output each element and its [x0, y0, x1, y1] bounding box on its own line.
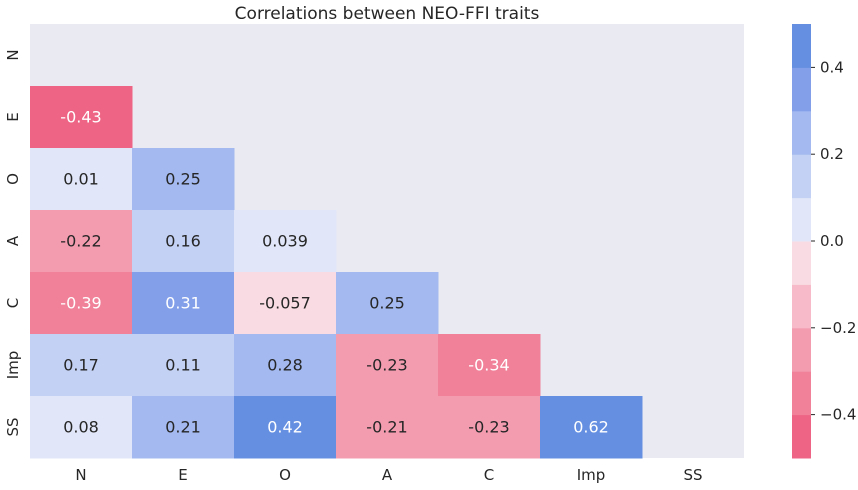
heatmap-cell-C-O	[234, 272, 337, 335]
y-tick-C: C	[4, 298, 22, 308]
heatmap-cell-C-A	[336, 272, 439, 335]
heatmap-cell-SS-E	[132, 396, 235, 459]
x-tick-SS: SS	[683, 466, 702, 484]
colorbar-segment-2	[792, 327, 811, 372]
cell-value-SS-N: 0.08	[63, 418, 99, 437]
cell-value-A-N: -0.22	[60, 232, 101, 251]
colorbar-tick-labels: −0.4 −0.2 0.0 0.2 0.4	[811, 58, 856, 424]
cell-value-C-E: 0.31	[165, 294, 201, 313]
colorbar-segment-3	[792, 284, 811, 329]
x-tick-O: O	[279, 466, 291, 484]
heatmap-cell-SS-O	[234, 396, 337, 459]
heatmap-cell-C-N	[30, 272, 133, 335]
y-tick-N: N	[4, 49, 22, 60]
cell-value-E-N: -0.43	[60, 108, 101, 127]
colorbar-tick-label-0: −0.4	[820, 406, 856, 424]
heatmap-cell-C-E	[132, 272, 235, 335]
heatmap-cell-SS-A	[336, 396, 439, 459]
cell-value-C-A: 0.25	[369, 294, 405, 313]
y-tick-labels: N E O A C Imp SS	[4, 49, 22, 436]
x-tick-labels: N E O A C Imp SS	[75, 466, 702, 484]
heatmap-cell-SS-Imp	[540, 396, 643, 459]
x-tick-N: N	[75, 466, 86, 484]
colorbar-segment-6	[792, 154, 811, 199]
colorbar-segment-4	[792, 241, 811, 285]
y-tick-O: O	[4, 173, 22, 185]
colorbar-segment-1	[792, 371, 811, 416]
heatmap-cell-A-O	[234, 210, 337, 273]
colorbar-segment-8	[792, 67, 811, 112]
cell-value-C-N: -0.39	[60, 294, 101, 313]
cell-value-SS-A: -0.21	[366, 418, 407, 437]
heatmap-cell-Imp-N	[30, 334, 133, 397]
cell-value-Imp-A: -0.23	[366, 356, 407, 375]
heatmap-cell-Imp-A	[336, 334, 439, 397]
x-tick-E: E	[178, 466, 187, 484]
heatmap-cell-labels: -0.43 0.01 0.25 -0.22 0.16 0.039 -0.39 0.31 -0.0…	[60, 108, 609, 437]
cell-value-SS-O: 0.42	[267, 418, 303, 437]
heatmap-cell-O-N	[30, 148, 133, 211]
colorbar-tick-label-2: 0.0	[820, 232, 844, 250]
cell-value-A-E: 0.16	[165, 232, 201, 251]
x-tick-Imp: Imp	[577, 466, 606, 484]
y-tick-Imp: Imp	[4, 351, 22, 380]
heatmap-cell-O-E	[132, 148, 235, 211]
colorbar-tick-label-1: −0.2	[820, 319, 856, 337]
cell-value-C-O: -0.057	[259, 294, 311, 313]
heatmap-cells	[30, 86, 643, 459]
cell-value-SS-Imp: 0.62	[573, 418, 609, 437]
colorbar-tick-label-4: 0.4	[820, 58, 844, 76]
colorbar-tick-label-3: 0.2	[820, 145, 844, 163]
cell-value-SS-C: -0.23	[468, 418, 509, 437]
colorbar	[792, 24, 811, 459]
cell-value-Imp-O: 0.28	[267, 356, 303, 375]
heatmap-cell-E-N	[30, 86, 133, 149]
cell-value-O-N: 0.01	[63, 170, 99, 189]
heatmap-cell-A-E	[132, 210, 235, 273]
heatmap-cell-SS-C	[438, 396, 541, 459]
cell-value-SS-E: 0.21	[165, 418, 201, 437]
heatmap-cell-Imp-C	[438, 334, 541, 397]
heatmap-cell-A-N	[30, 210, 133, 273]
colorbar-segment-0	[792, 414, 811, 459]
cell-value-O-E: 0.25	[165, 170, 201, 189]
chart-title: Correlations between NEO-FFI traits	[235, 4, 540, 24]
cell-value-Imp-N: 0.17	[63, 356, 99, 375]
y-tick-A: A	[4, 235, 22, 246]
colorbar-segment-9	[792, 24, 811, 68]
heatmap-cell-Imp-E	[132, 334, 235, 397]
y-tick-SS: SS	[4, 417, 22, 436]
cell-value-Imp-C: -0.34	[468, 356, 509, 375]
y-tick-E: E	[4, 112, 22, 121]
heatmap-cell-Imp-O	[234, 334, 337, 397]
cell-value-Imp-E: 0.11	[165, 356, 201, 375]
cell-value-A-O: 0.039	[262, 232, 308, 251]
heatmap-cell-SS-N	[30, 396, 133, 459]
colorbar-segment-5	[792, 197, 811, 242]
x-tick-C: C	[484, 466, 494, 484]
x-tick-A: A	[382, 466, 393, 484]
colorbar-segment-7	[792, 110, 811, 155]
